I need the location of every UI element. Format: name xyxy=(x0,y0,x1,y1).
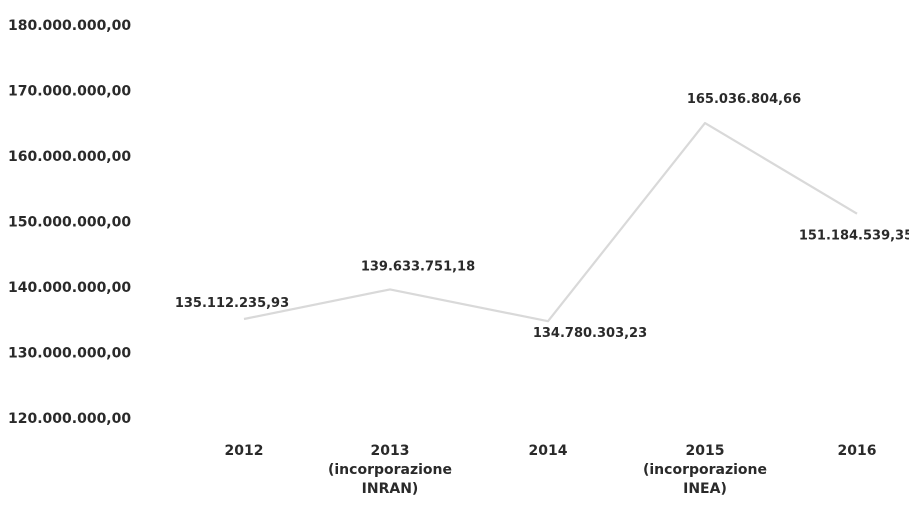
x-tick-label: 2014 xyxy=(529,443,568,459)
y-tick-label: 180.000.000,00 xyxy=(8,18,131,34)
x-tick-label: 2015 xyxy=(686,443,725,459)
x-tick-label: (incorporazione xyxy=(328,462,452,478)
x-tick-label: 2013 xyxy=(371,443,410,459)
y-tick-label: 130.000.000,00 xyxy=(8,346,131,362)
x-tick-label: INEA) xyxy=(683,481,727,497)
x-tick-label: 2012 xyxy=(225,443,264,459)
y-tick-label: 150.000.000,00 xyxy=(8,215,131,231)
y-tick-label: 140.000.000,00 xyxy=(8,280,131,296)
y-axis: 180.000.000,00 170.000.000,00 160.000.000,… xyxy=(8,18,131,427)
data-label: 165.036.804,66 xyxy=(687,92,801,107)
series-layer xyxy=(243,121,858,323)
series-line xyxy=(243,121,858,323)
data-label: 135.112.235,93 xyxy=(175,296,289,311)
y-tick-label: 160.000.000,00 xyxy=(8,149,131,165)
x-tick-label: (incorporazione xyxy=(643,462,767,478)
y-tick-label: 120.000.000,00 xyxy=(8,411,131,427)
data-label: 134.780.303,23 xyxy=(533,326,647,341)
data-labels: 135.112.235,93 139.633.751,18 134.780.303,… xyxy=(175,92,909,341)
x-tick-label: 2016 xyxy=(838,443,877,459)
x-axis: 2012 2013 (incorporazione INRAN) 2014 2015 (in… xyxy=(225,443,877,497)
data-label: 151.184.539,35 xyxy=(799,229,909,244)
x-tick-label: INRAN) xyxy=(362,481,419,497)
data-label: 139.633.751,18 xyxy=(361,259,475,274)
y-tick-label: 170.000.000,00 xyxy=(8,84,131,100)
